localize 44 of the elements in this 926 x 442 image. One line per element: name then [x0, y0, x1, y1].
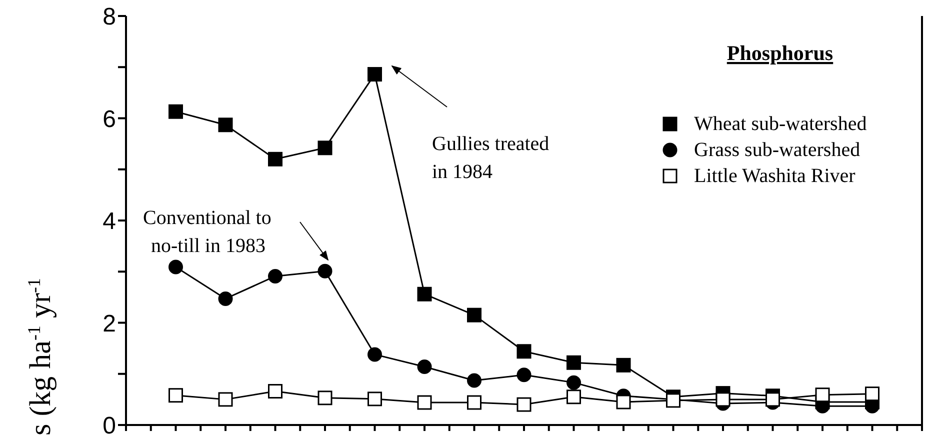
- y-tick-label: 8: [102, 4, 116, 31]
- point: [616, 358, 631, 372]
- y-tick-label: 4: [102, 208, 116, 236]
- point: [218, 291, 233, 306]
- point: [865, 386, 880, 402]
- point: [716, 392, 730, 407]
- point: [268, 268, 282, 284]
- point: [168, 260, 183, 274]
- point: [318, 264, 332, 278]
- point: [566, 375, 581, 390]
- point: [218, 118, 233, 132]
- point: [268, 152, 282, 166]
- point: [368, 347, 382, 362]
- point: [318, 140, 332, 156]
- point: [467, 308, 482, 322]
- point: [318, 390, 332, 406]
- point: [268, 384, 282, 399]
- text: Phosphorus: [726, 41, 834, 65]
- annotation: Gullies treated in 1984: [432, 133, 550, 183]
- point: [516, 397, 532, 412]
- point: [417, 359, 432, 374]
- point: [417, 395, 432, 410]
- point: [616, 394, 631, 410]
- point: [168, 104, 183, 119]
- legend-label: Little Washita River: [694, 165, 856, 187]
- point: [766, 392, 780, 407]
- point: [566, 390, 581, 404]
- point: [168, 388, 183, 403]
- point: [566, 355, 581, 370]
- y-tick-label: 2: [102, 310, 116, 338]
- legend-label: Grass sub-watershed: [694, 139, 860, 161]
- point: [368, 392, 382, 406]
- y-tick-label: 6: [102, 106, 116, 133]
- point: [218, 392, 233, 407]
- point: [467, 395, 482, 410]
- annotation: Conventional to no-till in 1983: [143, 207, 272, 257]
- point: [467, 373, 482, 388]
- point: [516, 368, 532, 382]
- point: [516, 344, 532, 359]
- y-tick-label: 0: [102, 412, 116, 440]
- point: [815, 388, 830, 402]
- point: [368, 67, 382, 82]
- legend-label: Wheat sub-watershed: [694, 113, 867, 135]
- point: [417, 286, 432, 302]
